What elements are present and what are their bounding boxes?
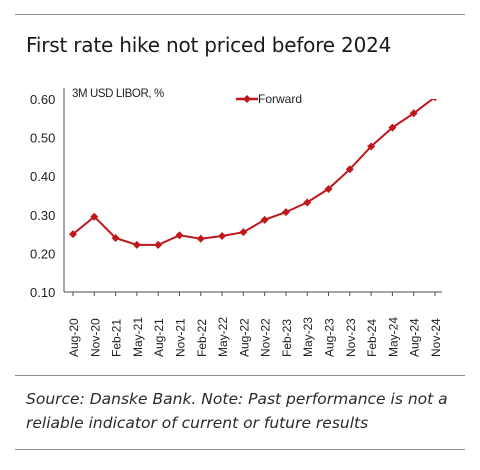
x-tick-label: May-21 [131, 317, 145, 357]
data-point [218, 232, 227, 241]
line-chart: 0.60 0.50 0.40 0.30 0.20 0.10 3M USD LIBOR, % F… [30, 88, 443, 357]
y-tick-label: 0.20 [30, 246, 55, 261]
y-tick-label: 0.40 [30, 169, 55, 184]
data-point [154, 240, 163, 249]
x-tick-label: Feb-23 [280, 319, 294, 357]
y-tick-label: 0.30 [30, 208, 55, 223]
data-point [196, 234, 205, 243]
y-axis-label: 3M USD LIBOR, % [72, 88, 164, 100]
x-tick-label: Feb-22 [195, 319, 209, 357]
bottom-rule [15, 449, 465, 450]
data-point [409, 109, 418, 118]
x-tick-label: May-22 [216, 317, 230, 357]
x-tick-label: Aug-23 [323, 318, 337, 357]
data-point [345, 165, 354, 174]
data-point [388, 123, 397, 132]
x-tick-label: Nov-23 [344, 318, 358, 357]
x-tick-label: Aug-21 [152, 318, 166, 357]
source-note: Source: Danske Bank. Note: Past performa… [26, 390, 448, 432]
data-point [303, 198, 312, 207]
data-point [69, 230, 77, 239]
y-tick-label: 0.50 [30, 131, 55, 146]
data-point [175, 231, 184, 240]
y-tick-label: 0.10 [30, 285, 55, 300]
data-point [132, 240, 141, 249]
x-tick-label: Aug-24 [408, 318, 422, 357]
data-point [432, 99, 438, 102]
x-tick-label: Nov-24 [429, 318, 443, 357]
series-line-forward [72, 99, 435, 246]
x-tick-label: May-23 [301, 317, 315, 357]
x-tick-label: Feb-24 [365, 319, 379, 357]
top-rule [15, 14, 465, 15]
data-point [260, 215, 269, 224]
legend-label: Forward [258, 92, 302, 106]
data-point [324, 184, 333, 193]
source-rule [15, 375, 465, 376]
legend-swatch-marker [243, 95, 251, 103]
chart-title: First rate hike not priced before 2024 [26, 33, 392, 57]
x-tick-label: Aug-20 [67, 318, 81, 357]
x-tick-label: May-24 [386, 317, 400, 357]
data-point [111, 233, 120, 242]
x-tick-label: Nov-20 [88, 318, 102, 357]
data-point [239, 228, 248, 237]
x-tick-label: Feb-21 [110, 319, 124, 357]
x-tick-label: Nov-22 [259, 318, 273, 357]
data-point [90, 212, 99, 221]
x-tick-label: Aug-22 [237, 318, 251, 357]
x-tick-label: Nov-21 [173, 318, 187, 357]
y-tick-label: 0.60 [30, 92, 55, 107]
data-point [281, 208, 290, 217]
data-point [367, 142, 376, 151]
